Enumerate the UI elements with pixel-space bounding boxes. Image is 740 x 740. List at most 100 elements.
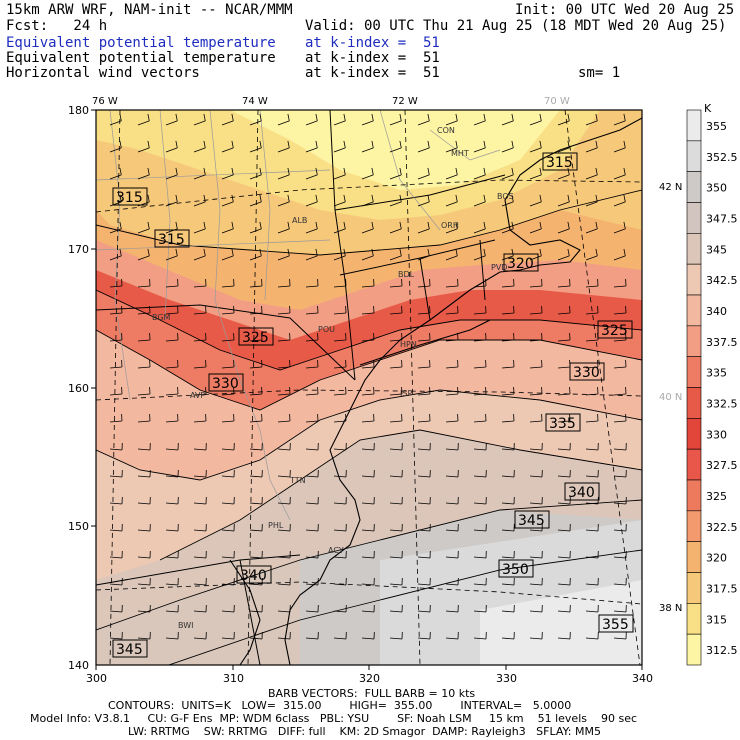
field-level-3: at k-index = 51 <box>305 65 440 81</box>
city-bos: BOS <box>497 192 514 201</box>
footer-contours: CONTOURS: UNITS=K LOW= 315.00 HIGH= 355.… <box>108 699 572 712</box>
colorbar-level-label: 352.5 <box>706 151 738 164</box>
forecast-hour: Fcst: 24 h <box>6 18 108 34</box>
colorbar-level-label: 327.5 <box>706 459 738 472</box>
colorbar-level-label: 347.5 <box>706 213 738 226</box>
colorbar-swatch <box>686 356 702 388</box>
x-tick-320: 320 <box>359 672 380 685</box>
model-title: 15km ARW WRF, NAM-init -- NCAR/MMM <box>6 2 293 18</box>
colorbar-level-label: 322.5 <box>706 521 738 534</box>
colorbar-level-label: 317.5 <box>706 583 738 596</box>
lat-label-38n: 38 N <box>659 603 682 614</box>
lon-label-72w: 72 W <box>392 96 418 107</box>
colorbar-swatch <box>686 541 702 573</box>
colorbar-swatch <box>686 109 702 142</box>
svg-text:315: 315 <box>158 232 185 248</box>
y-tick-170: 170 <box>68 243 89 256</box>
colorbar-level-label: 332.5 <box>706 398 738 411</box>
city-alb: ALB <box>292 216 307 225</box>
y-tick-150: 150 <box>68 520 89 533</box>
contour-label: 315 <box>112 187 148 206</box>
city-orh: ORH <box>441 221 459 230</box>
colorbar-swatch <box>686 448 702 481</box>
lon-label-74w: 74 W <box>242 96 268 107</box>
svg-text:315: 315 <box>116 190 143 206</box>
svg-text:325: 325 <box>601 323 628 339</box>
contour-label: 330 <box>208 373 244 392</box>
city-phl: PHL <box>268 521 284 530</box>
lon-label-76w: 76 W <box>92 96 118 107</box>
city-mht: MHT <box>451 149 469 158</box>
svg-text:345: 345 <box>116 642 143 658</box>
svg-text:315: 315 <box>546 155 573 171</box>
valid-time: Valid: 00 UTC Thu 21 Aug 25 (18 MDT Wed … <box>305 18 727 34</box>
init-time: Init: 00 UTC Wed 20 Aug 25 <box>515 2 735 18</box>
x-tick-340: 340 <box>632 672 653 685</box>
svg-text:320: 320 <box>507 256 534 272</box>
lon-label-70w: 70 W <box>544 96 570 107</box>
x-tick-300: 300 <box>86 672 107 685</box>
footer-model-info: Model Info: V3.8.1 CU: G-F Ens MP: WDM 6… <box>30 712 638 725</box>
svg-text:340: 340 <box>240 568 267 584</box>
colorbar-swatch <box>686 263 702 296</box>
svg-text:330: 330 <box>212 376 239 392</box>
colorbar-unit: K <box>704 102 712 115</box>
lat-label-40n: 40 N <box>659 392 682 403</box>
field-line-3: Horizontal wind vectors <box>6 65 200 81</box>
contour-label: 340 <box>564 482 600 501</box>
lat-label-42n: 42 N <box>659 182 682 193</box>
contour-label: 315 <box>542 152 578 171</box>
city-avp: AVP <box>190 391 205 400</box>
colorbar-level-label: 325 <box>706 490 727 503</box>
contour-label: 350 <box>498 559 534 578</box>
svg-text:335: 335 <box>549 416 576 432</box>
contour-lines <box>96 189 642 665</box>
footer-barb: BARB VECTORS: FULL BARB = 10 kts <box>268 687 476 700</box>
colorbar-level-label: 355 <box>706 120 727 133</box>
city-acy: ACY <box>328 546 344 555</box>
colorbar-level-label: 315 <box>706 613 727 626</box>
smoothing-label: sm= 1 <box>578 65 621 81</box>
colorbar-swatch <box>686 233 702 265</box>
colorbar-swatch <box>686 479 702 512</box>
state-borders <box>96 110 506 665</box>
footer-model-physics: LW: RRTMG SW: RRTMG DIFF: full KM: 2D Sm… <box>128 725 601 738</box>
city-con: CON <box>437 126 455 135</box>
colorbar-swatch <box>686 572 702 604</box>
field-line-2: Equivalent potential temperature <box>6 50 276 66</box>
city-hpn: HPN <box>400 340 417 349</box>
county-borders <box>96 110 501 521</box>
y-tick-140: 140 <box>68 659 89 672</box>
colorbar-level-label: 320 <box>706 552 727 565</box>
svg-text:345: 345 <box>518 513 545 529</box>
contour-label: 340 <box>236 565 272 584</box>
colorbar-swatch <box>686 603 702 635</box>
colorbar-swatch <box>686 202 702 234</box>
contour-label: 320 <box>503 253 539 272</box>
colorbar-level-label: 342.5 <box>706 274 738 287</box>
contour-label: 325 <box>238 327 274 346</box>
field-level-2: at k-index = 51 <box>305 50 440 66</box>
x-tick-310: 310 <box>223 672 244 685</box>
colorbar-level-label: 312.5 <box>706 644 738 657</box>
svg-text:350: 350 <box>502 562 529 578</box>
contour-label: 345 <box>112 639 148 658</box>
colorbar-swatch <box>686 387 702 419</box>
wind-barb-field <box>109 113 627 640</box>
contour-label: 355 <box>598 614 634 633</box>
contour-labels: 315 315 315 320 325 325 330 330 335 340 … <box>112 152 634 658</box>
colorbar-level-label: 335 <box>706 367 727 380</box>
y-tick-180: 180 <box>68 104 89 117</box>
contour-label: 330 <box>569 362 605 381</box>
x-tick-330: 330 <box>496 672 517 685</box>
latlon-labels: 76 W 74 W 72 W 70 W 42 N 40 N 38 N <box>92 96 682 614</box>
city-pou: POU <box>318 325 335 334</box>
colorbar-swatch <box>686 633 702 666</box>
city-bwi: BWI <box>178 621 193 630</box>
colorbar-level-label: 330 <box>706 428 727 441</box>
field-line-1: Equivalent potential temperature <box>6 35 276 51</box>
city-isp: ISP <box>400 389 412 398</box>
colorbar-level-label: 337.5 <box>706 336 738 349</box>
y-tick-160: 160 <box>68 382 89 395</box>
